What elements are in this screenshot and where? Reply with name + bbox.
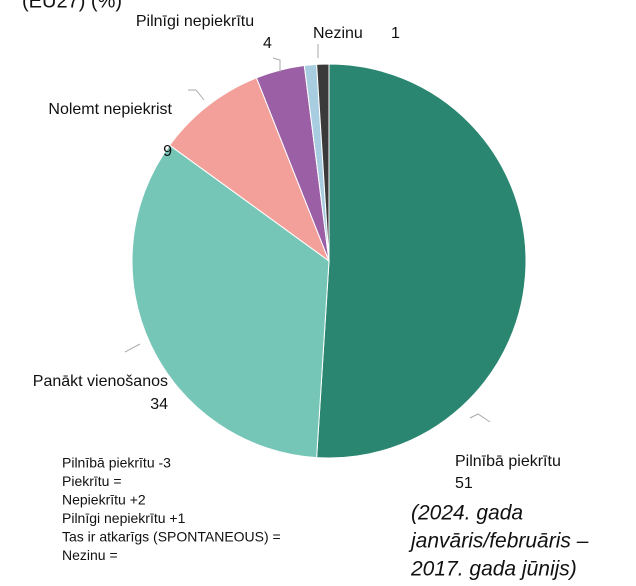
slice-label: Pilnībā piekrītu [455, 453, 561, 470]
slice-value: 4 [263, 35, 272, 52]
annotation-line: 2017. gada jūnijs) [410, 558, 577, 581]
leader-line [124, 343, 141, 353]
slice-value: 34 [150, 396, 168, 413]
leader-line [469, 413, 491, 423]
note-line: Pilnīgi nepiekrītu +1 [62, 510, 186, 526]
note-line: Nezinu = [62, 547, 118, 563]
leader-line [272, 57, 281, 72]
slice-value: 1 [391, 25, 400, 42]
pie-slice [316, 63, 527, 459]
slice-value: 51 [455, 475, 473, 492]
note-line: Nepiekrītu +2 [62, 492, 146, 508]
pie-slice [316, 63, 330, 262]
chart-title: (EU27) (%) [22, 0, 122, 12]
annotation-line: janvāris/februāris – [408, 530, 589, 553]
slice-label: Panākt vienošanos [33, 373, 168, 390]
slice-value: 9 [163, 143, 172, 160]
note-line: Pilnībā piekrītu -3 [62, 455, 171, 471]
pie-slice [168, 77, 331, 263]
slice-label: Nolemt nepiekrist [48, 101, 172, 118]
leader-line [188, 89, 205, 101]
slice-label: Nezinu [313, 25, 363, 42]
pie-slice [131, 144, 330, 459]
note-line: Piekrītu = [62, 473, 122, 489]
note-line: Tas ir atkarīgs (SPONTANEOUS) = [62, 529, 281, 545]
annotation-line: (2024. gada [411, 502, 523, 525]
slice-label: Pilnīgi nepiekrītu [136, 13, 254, 30]
